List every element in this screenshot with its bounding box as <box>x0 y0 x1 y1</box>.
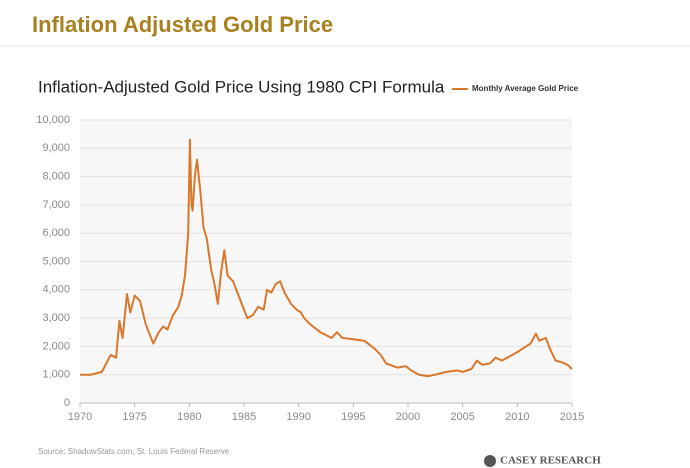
y-tick-label: 0 <box>64 397 70 409</box>
series-line <box>80 138 573 378</box>
x-tick-label: 2005 <box>450 411 474 423</box>
y-tick-label: 6,000 <box>42 227 70 239</box>
logo: CASEY RESEARCH <box>500 455 601 467</box>
y-tick-label: 10,000 <box>36 114 70 126</box>
x-tick-label: 1995 <box>341 411 365 423</box>
y-tick-label: 3,000 <box>42 312 70 324</box>
chart-title: Inflation-Adjusted Gold Price Using 1980… <box>38 77 445 96</box>
page-title: Inflation Adjusted Gold Price <box>32 12 333 37</box>
x-tick-label: 2000 <box>396 411 420 423</box>
y-tick-label: 7,000 <box>42 199 70 211</box>
x-tick-label: 2010 <box>505 411 529 423</box>
y-tick-label: 1,000 <box>42 369 70 381</box>
x-tick-label: 1990 <box>286 411 310 423</box>
legend-label: Monthly Average Gold Price <box>472 84 579 93</box>
x-tick-label: 1985 <box>232 411 256 423</box>
logo-icon <box>484 455 496 467</box>
y-tick-label: 2,000 <box>42 340 70 352</box>
x-tick-label: 1975 <box>122 411 146 423</box>
source: Source: ShadowStats.com, St. Louis Feder… <box>38 447 230 456</box>
y-tick-label: 4,000 <box>42 284 70 296</box>
x-tick-label: 2015 <box>560 411 584 423</box>
x-tick-label: 1980 <box>177 411 201 423</box>
y-tick-label: 8,000 <box>42 171 70 183</box>
y-tick-label: 9,000 <box>42 142 70 154</box>
x-tick-label: 1970 <box>68 411 92 423</box>
y-tick-label: 5,000 <box>42 255 70 267</box>
